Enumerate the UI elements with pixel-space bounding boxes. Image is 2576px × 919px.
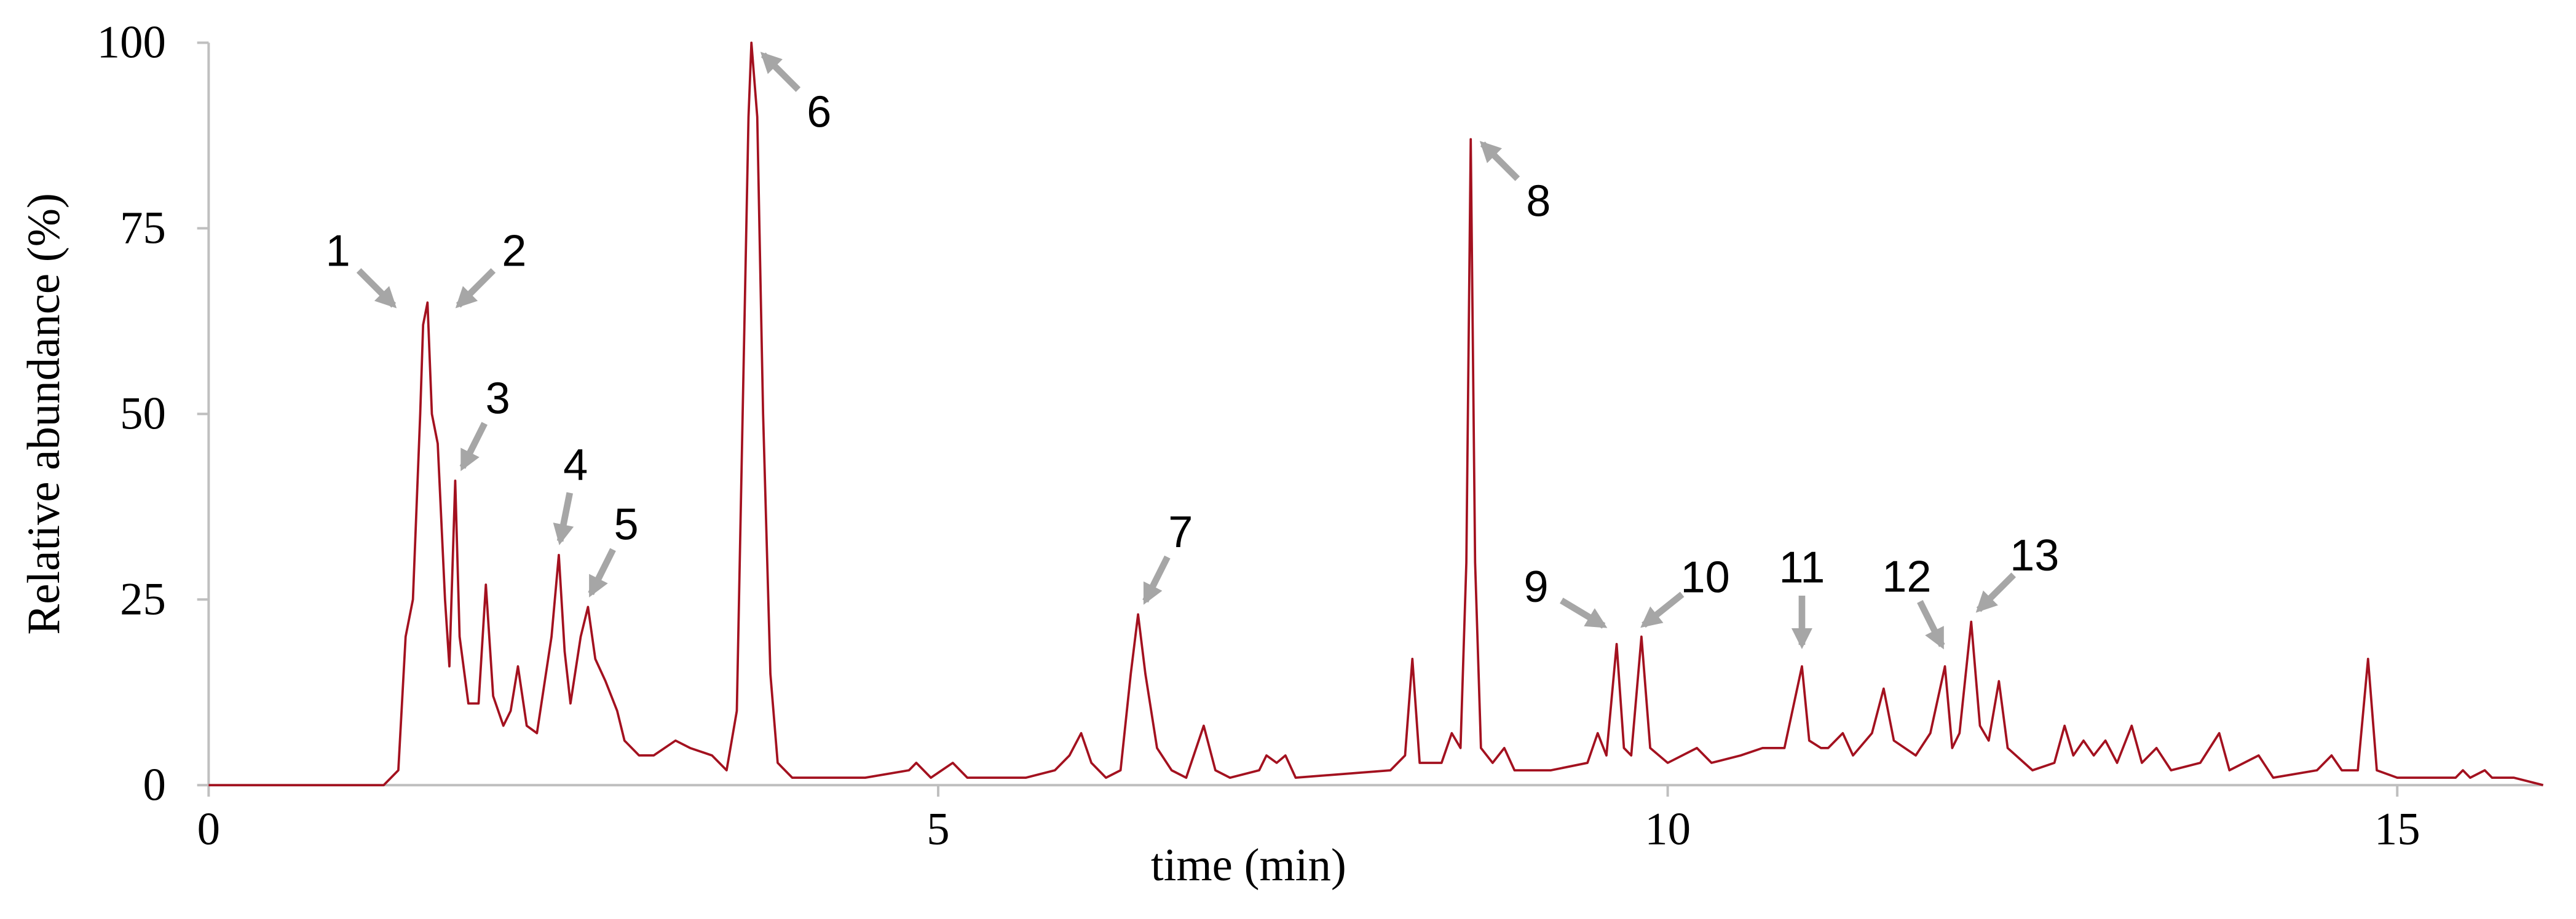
annotation-arrow <box>1917 600 1945 650</box>
x-axis-title: time (min) <box>1151 840 1346 891</box>
annotation-label: 4 <box>563 441 588 490</box>
annotation-label: 7 <box>1168 508 1193 557</box>
annotation-label: 11 <box>1779 543 1825 593</box>
annotation-label: 10 <box>1681 553 1730 602</box>
annotation-label: 9 <box>1523 562 1548 612</box>
chromatogram-line <box>208 41 2544 787</box>
annotation-label: 12 <box>1882 552 1931 601</box>
annotation-label: 13 <box>2010 531 2059 580</box>
x-tick-label: 0 <box>197 803 220 854</box>
annotation-arrow <box>553 492 574 545</box>
annotation-arrow <box>1142 555 1171 605</box>
y-tick-label: 100 <box>97 17 166 68</box>
annotation-label: 6 <box>807 88 831 137</box>
annotation-arrow <box>1975 572 2017 613</box>
annotation-arrow <box>455 268 496 309</box>
annotation-label: 3 <box>486 374 510 423</box>
x-tick-label: 5 <box>926 803 949 854</box>
annotation-label: 1 <box>326 227 350 276</box>
annotation-label: 2 <box>502 227 526 276</box>
annotation-label: 5 <box>614 500 638 550</box>
annotation-arrow <box>459 422 488 471</box>
annotation-arrow <box>1560 598 1608 629</box>
x-tick-label: 10 <box>1645 803 1691 854</box>
y-tick-label: 50 <box>120 388 166 439</box>
annotation-arrow <box>760 52 801 92</box>
y-tick-label: 75 <box>120 202 166 253</box>
annotation-label: 8 <box>1526 176 1551 226</box>
annotation-arrow <box>1479 141 1520 181</box>
x-tick-label: 15 <box>2374 803 2420 854</box>
y-axis-title: Relative abundance (%) <box>18 193 69 635</box>
y-tick-label: 0 <box>143 759 165 810</box>
annotation-arrow <box>356 268 397 309</box>
annotation-arrow <box>1640 591 1685 628</box>
y-tick-label: 25 <box>120 574 166 625</box>
annotation-arrow <box>588 548 616 598</box>
